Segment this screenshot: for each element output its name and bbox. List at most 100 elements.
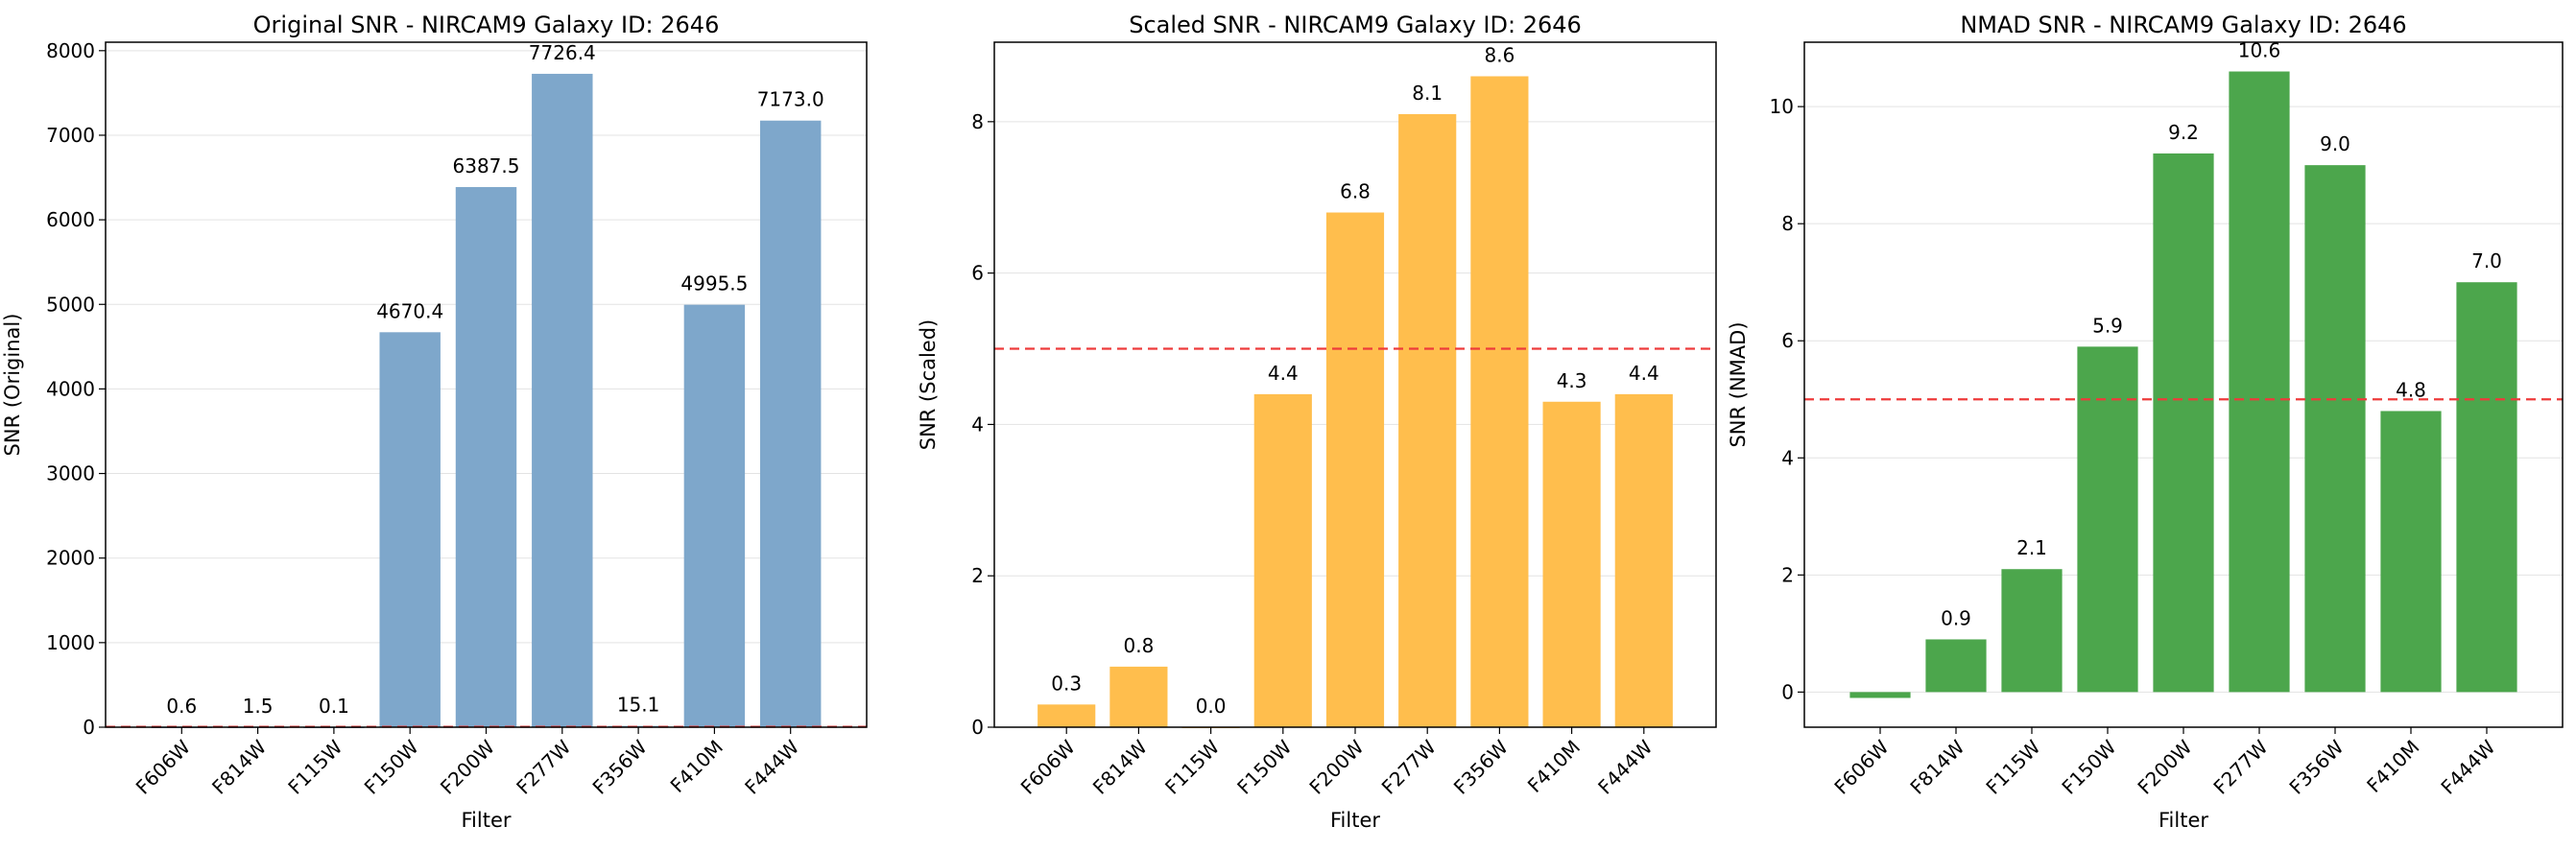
x-axis-label: Filter <box>2159 809 2208 832</box>
y-tick-label: 6 <box>971 262 984 285</box>
y-tick-label: 8000 <box>46 39 95 62</box>
y-tick-label: 5000 <box>46 293 95 316</box>
y-tick-label: 2 <box>971 564 984 587</box>
x-tick-label: F814W <box>1088 735 1152 798</box>
chart-title: NMAD SNR - NIRCAM9 Galaxy ID: 2646 <box>1960 12 2406 38</box>
bar-f150w <box>379 332 441 727</box>
data-label: 15.1 <box>617 694 660 717</box>
x-tick-label: F200W <box>2133 735 2196 798</box>
data-label: 8.6 <box>1484 44 1515 67</box>
x-tick-label: F115W <box>1160 735 1224 798</box>
bar-f277w <box>2229 71 2290 693</box>
y-tick-label: 6000 <box>46 208 95 231</box>
data-label: 7.0 <box>2471 249 2502 272</box>
x-tick-label: F606W <box>131 735 195 798</box>
data-label: 6.8 <box>1340 180 1371 203</box>
x-tick-label: F444W <box>740 735 803 798</box>
y-axis-label: SNR (Scaled) <box>917 319 940 451</box>
bar-f410m <box>683 304 746 727</box>
y-tick-label: 8 <box>1781 212 1794 235</box>
data-label: 4.3 <box>1557 369 1587 392</box>
y-tick-label: 6 <box>1781 329 1794 352</box>
chart-panel-1: 0.6 1.5 0.1 4670.4 6387.5 7726.4 15.1 4995.5 717… <box>1 12 868 832</box>
x-tick-label: F356W <box>588 735 652 798</box>
x-tick-label: F444W <box>1593 735 1657 798</box>
y-tick-label: 0 <box>83 716 95 739</box>
y-tick-label: 2 <box>1781 563 1794 586</box>
x-tick-label: F200W <box>436 735 499 798</box>
data-label: 4.4 <box>1268 362 1299 385</box>
bar-f606w <box>1849 692 1911 698</box>
bar-f410m <box>1542 401 1601 727</box>
data-label: 9.2 <box>2168 121 2199 144</box>
bar-f356w <box>2304 165 2366 693</box>
y-tick-label: 2000 <box>46 547 95 570</box>
data-label: 1.5 <box>243 695 274 718</box>
x-tick-label: F814W <box>1905 735 1968 798</box>
bar-f410m <box>2380 411 2442 693</box>
x-tick-label: F410M <box>1523 736 1585 797</box>
data-label: 0.9 <box>1941 606 1971 629</box>
bar-f200w <box>455 186 517 727</box>
data-label: 0.0 <box>1196 695 1227 718</box>
y-axis-label: SNR (Original) <box>1 314 24 457</box>
y-tick-label: 8 <box>971 110 984 133</box>
x-tick-label: F356W <box>2284 735 2348 798</box>
y-axis-label: SNR (NMAD) <box>1727 321 1750 447</box>
x-tick-label: F606W <box>1016 735 1080 798</box>
y-tick-label: 4000 <box>46 377 95 400</box>
y-tick-label: 0 <box>1781 680 1794 703</box>
chart-title: Original SNR - NIRCAM9 Galaxy ID: 2646 <box>253 12 720 38</box>
data-label: 7726.4 <box>529 41 596 64</box>
data-label: 0.3 <box>1051 672 1082 695</box>
x-tick-label: F356W <box>1449 735 1513 798</box>
data-label: 2.1 <box>2016 536 2047 559</box>
data-label: 0.6 <box>166 695 197 718</box>
x-tick-label: F115W <box>283 735 346 798</box>
y-tick-label: 0 <box>971 716 984 739</box>
x-tick-label: F150W <box>1232 735 1296 798</box>
x-tick-label: F277W <box>2208 735 2272 798</box>
y-tick-label: 4 <box>1781 446 1794 469</box>
bar-f444w <box>759 120 822 728</box>
x-tick-label: F200W <box>1304 735 1368 798</box>
y-tick-label: 4 <box>971 413 984 436</box>
data-label: 6387.5 <box>453 154 520 177</box>
y-tick-label: 3000 <box>46 462 95 485</box>
bar-f200w <box>1325 212 1385 728</box>
x-axis-label: Filter <box>1330 809 1380 832</box>
data-label: 8.1 <box>1412 82 1443 105</box>
data-label: 5.9 <box>2092 314 2123 337</box>
bar-f150w <box>2077 346 2138 693</box>
x-tick-label: F410M <box>2362 736 2423 797</box>
bar-f606w <box>1038 704 1096 727</box>
data-label: 7173.0 <box>757 88 824 111</box>
x-tick-label: F444W <box>2436 735 2499 798</box>
x-tick-label: F814W <box>207 735 271 798</box>
data-label: 0.1 <box>319 695 349 718</box>
bar-f814w <box>1109 666 1168 727</box>
data-label: 4.4 <box>1629 362 1659 385</box>
x-axis-label: Filter <box>461 809 511 832</box>
chart-panel-2: 0.3 0.8 0.0 4.4 6.8 8.1 8.6 4.3 4.4 0 2 4 6 8 F606W F81… <box>917 12 1717 832</box>
data-label: 4.8 <box>2396 378 2426 401</box>
x-tick-label: F150W <box>360 735 423 798</box>
data-label: 9.0 <box>2320 132 2350 155</box>
data-label: 0.8 <box>1123 634 1154 657</box>
bar-f356w <box>1470 76 1529 728</box>
x-tick-label: F410M <box>666 736 727 797</box>
bar-f444w <box>1614 393 1673 727</box>
x-tick-label: F277W <box>512 735 575 798</box>
y-tick-label: 7000 <box>46 124 95 147</box>
bar-f115w <box>2001 569 2063 693</box>
chart-panel-3: 0.9 2.1 5.9 9.2 10.6 9.0 4.8 7.0 0 2 4 6 8 10 F606W F81… <box>1727 12 2564 832</box>
bar-f150w <box>1253 393 1312 727</box>
chart-title: Scaled SNR - NIRCAM9 Galaxy ID: 2646 <box>1129 12 1582 38</box>
y-tick-label: 1000 <box>46 631 95 654</box>
x-tick-label: F115W <box>1981 735 2044 798</box>
x-tick-label: F606W <box>1829 735 1893 798</box>
x-tick-label: F150W <box>2057 735 2120 798</box>
data-label: 10.6 <box>2238 39 2281 62</box>
bar-f814w <box>1925 639 1987 693</box>
